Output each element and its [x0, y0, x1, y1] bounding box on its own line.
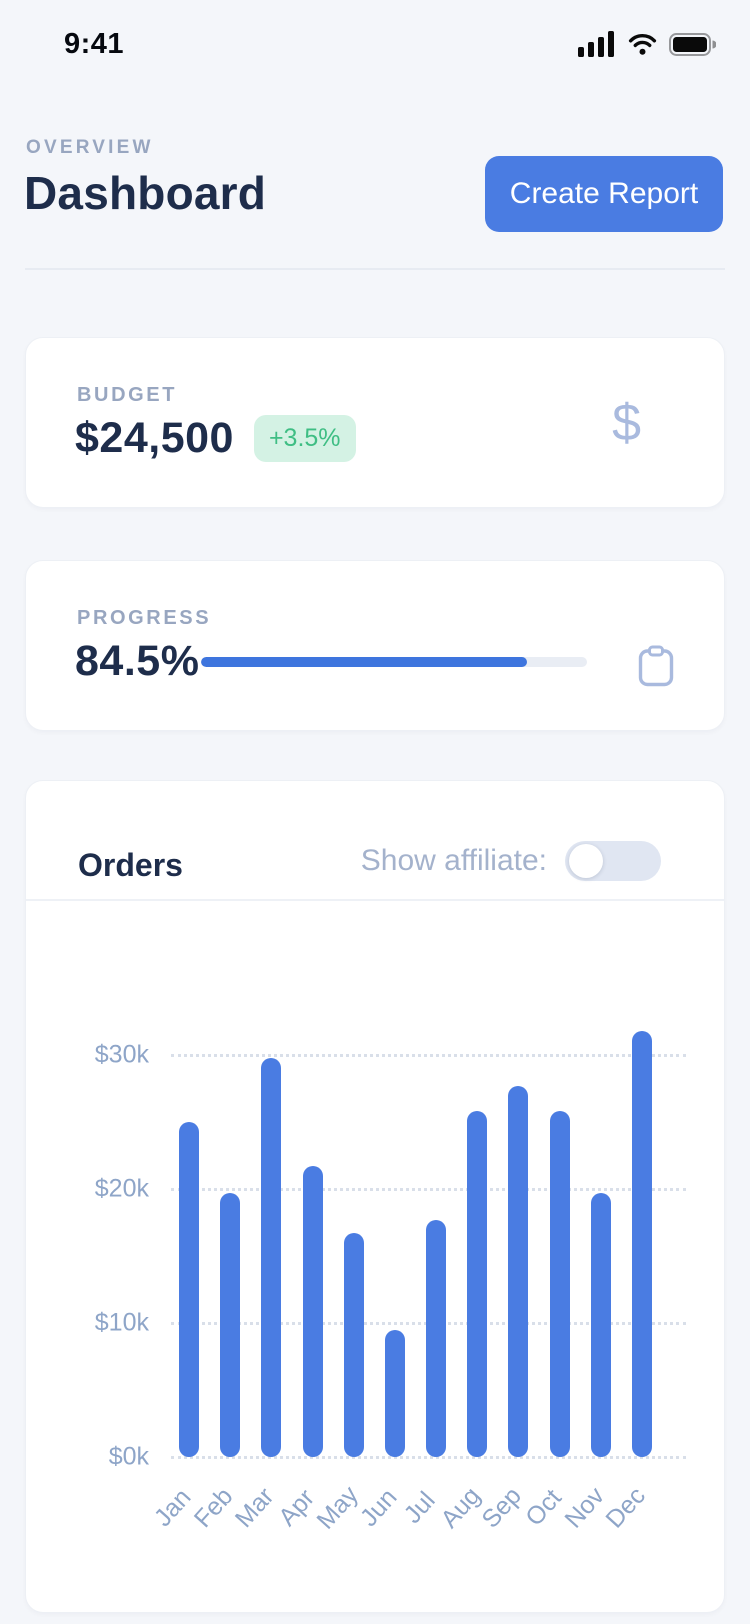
- status-icons: [578, 31, 716, 57]
- show-affiliate-group: Show affiliate:: [361, 841, 661, 881]
- progress-bar: [201, 657, 587, 667]
- x-axis-label-feb: Feb: [188, 1482, 239, 1534]
- x-axis-label-jan: Jan: [148, 1483, 197, 1533]
- gridline-$20k: [171, 1188, 686, 1191]
- progress-value: 84.5%: [75, 637, 200, 685]
- orders-header-divider: [26, 899, 724, 901]
- x-axis-label-apr: Apr: [272, 1483, 320, 1532]
- x-axis-label-sep: Sep: [476, 1481, 528, 1534]
- show-affiliate-toggle[interactable]: [565, 841, 661, 881]
- cellular-signal-icon: [578, 31, 614, 57]
- bar-oct: [549, 1111, 570, 1457]
- y-axis-label-$0k: $0k: [108, 1442, 149, 1471]
- bar-aug: [467, 1111, 488, 1457]
- x-axis-label-jun: Jun: [354, 1483, 403, 1533]
- x-axis-label-mar: Mar: [230, 1482, 280, 1534]
- bar-feb: [220, 1193, 241, 1457]
- x-axis-label-aug: Aug: [435, 1481, 487, 1534]
- budget-value: $24,500: [75, 414, 234, 462]
- show-affiliate-label: Show affiliate:: [360, 844, 547, 877]
- bar-sep: [508, 1085, 529, 1457]
- x-axis-label-nov: Nov: [559, 1481, 610, 1534]
- wifi-icon: [628, 34, 657, 55]
- x-axis-label-jul: Jul: [398, 1486, 441, 1529]
- budget-label: BUDGET: [77, 384, 178, 406]
- gridline-$30k: [171, 1054, 686, 1057]
- progress-fill: [201, 657, 528, 667]
- overview-eyebrow: OVERVIEW: [26, 137, 154, 158]
- orders-title: Orders: [78, 847, 183, 883]
- dollar-icon: $: [612, 393, 641, 452]
- progress-value-row: 84.5%: [75, 637, 199, 686]
- bar-jun: [384, 1329, 405, 1457]
- bar-jan: [179, 1122, 199, 1457]
- orders-bar-chart: $0k $10k $20k $30k Jan Feb Mar Apr May Jun Jul Aug S…: [26, 899, 726, 1614]
- budget-delta-badge: +3.5%: [253, 415, 356, 462]
- progress-label: PROGRESS: [77, 607, 212, 629]
- status-time: 9:41: [64, 28, 125, 60]
- budget-card: BUDGET $24,500 +3.5% $: [25, 337, 725, 508]
- y-axis-label-$10k: $10k: [94, 1308, 149, 1337]
- progress-card: PROGRESS 84.5%: [25, 560, 725, 731]
- header-divider: [25, 268, 725, 270]
- x-axis-label-dec: Dec: [600, 1481, 651, 1534]
- toggle-knob: [569, 844, 603, 878]
- budget-value-row: $24,500 +3.5%: [75, 414, 356, 463]
- page-title: Dashboard: [24, 167, 267, 219]
- bar-apr: [302, 1166, 323, 1457]
- y-axis-label-$30k: $30k: [94, 1040, 149, 1069]
- create-report-button[interactable]: Create Report: [485, 156, 723, 232]
- bar-nov: [590, 1193, 611, 1457]
- bar-dec: [631, 1030, 652, 1457]
- y-axis-label-$20k: $20k: [94, 1174, 149, 1203]
- clipboard-icon: [638, 645, 674, 687]
- bar-mar: [261, 1057, 282, 1457]
- orders-card: Orders Show affiliate: $0k $10k $20k $30k Ja…: [25, 780, 725, 1613]
- gridline-$0k: [171, 1456, 686, 1459]
- x-axis-label-oct: Oct: [519, 1483, 567, 1532]
- battery-icon: [669, 32, 716, 56]
- status-bar: 9:41: [0, 0, 750, 64]
- bar-may: [343, 1233, 364, 1457]
- bar-jul: [426, 1219, 447, 1457]
- x-axis-label-may: May: [311, 1480, 364, 1535]
